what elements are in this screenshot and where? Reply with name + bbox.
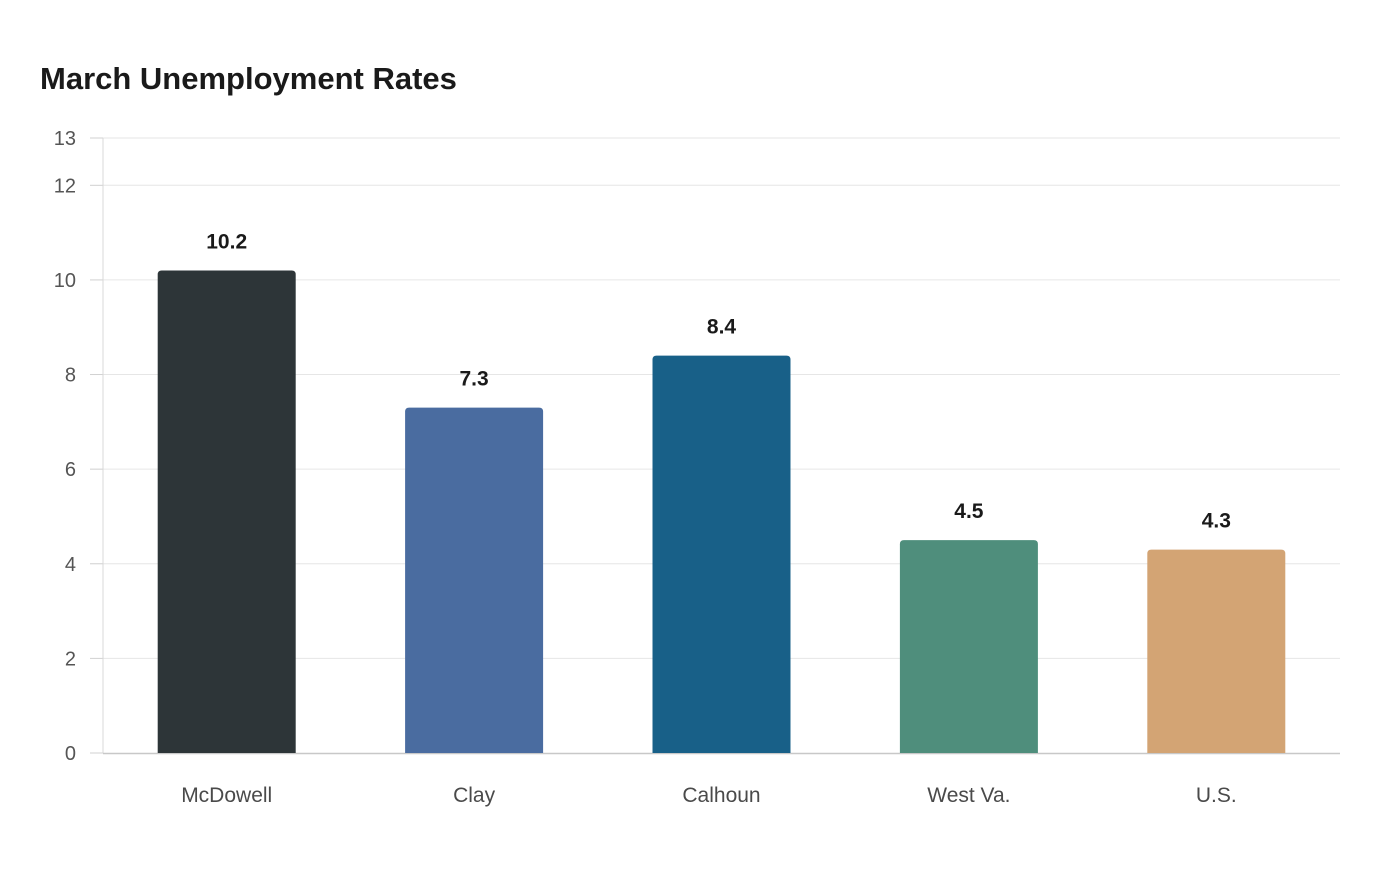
y-tick-label: 4 (65, 554, 76, 576)
axes (102, 138, 1340, 755)
data-label: 4.5 (954, 500, 984, 523)
y-tick-label: 10 (54, 270, 76, 292)
data-label: 8.4 (707, 316, 737, 339)
y-tick-label: 8 (65, 365, 76, 387)
chart-title: March Unemployment Rates (40, 61, 457, 96)
x-tick-label: McDowell (181, 784, 272, 807)
bar-u-s (1147, 549, 1286, 753)
category-labels: McDowell Clay Calhoun West Va. U.S. (181, 784, 1237, 807)
y-tick-label: 2 (65, 648, 76, 670)
y-tick-label: 6 (65, 459, 76, 481)
x-tick-label: West Va. (927, 784, 1010, 807)
x-tick-label: Calhoun (682, 784, 760, 807)
data-label: 7.3 (459, 368, 488, 391)
x-tick-label: U.S. (1196, 784, 1237, 807)
bar-mcdowell (157, 270, 296, 753)
data-label: 4.3 (1202, 510, 1231, 533)
y-axis-ticks: 0 2 4 6 8 10 12 13 (54, 128, 76, 765)
y-tick-label: 0 (65, 743, 76, 765)
bar-west-va (899, 540, 1038, 753)
bar-clay (405, 407, 544, 753)
x-tick-label: Clay (453, 784, 496, 807)
bars (157, 270, 1286, 753)
y-tick-label: 12 (54, 175, 76, 197)
data-label: 10.2 (206, 230, 247, 253)
bar-calhoun (652, 355, 791, 753)
data-labels: 10.2 7.3 8.4 4.5 4.3 (206, 230, 1231, 532)
y-tick-label: 13 (54, 128, 76, 150)
